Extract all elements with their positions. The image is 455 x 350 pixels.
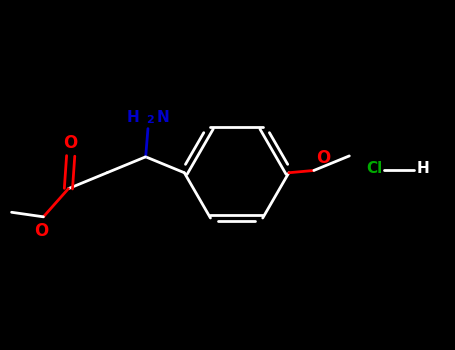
Text: H: H bbox=[416, 161, 429, 176]
Text: 2: 2 bbox=[147, 115, 154, 125]
Text: Cl: Cl bbox=[366, 161, 382, 176]
Text: N: N bbox=[156, 110, 169, 125]
Text: O: O bbox=[64, 134, 78, 152]
Text: O: O bbox=[34, 222, 48, 240]
Text: H: H bbox=[127, 110, 140, 125]
Text: O: O bbox=[316, 149, 330, 167]
